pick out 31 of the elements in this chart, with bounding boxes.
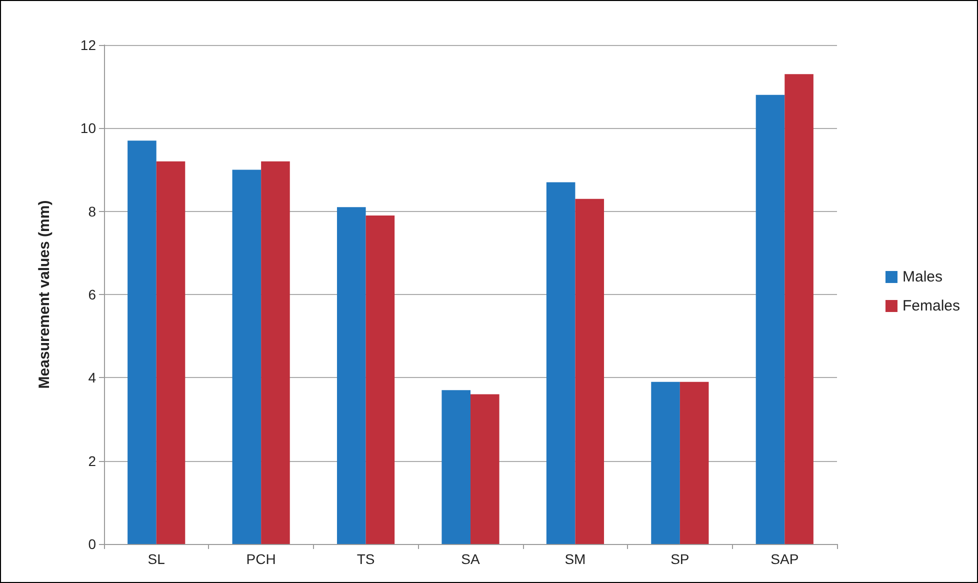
y-tick-label: 8	[88, 203, 96, 220]
x-tick-label: TS	[356, 551, 375, 567]
bar	[336, 207, 366, 544]
bar	[442, 390, 470, 544]
bar	[470, 394, 500, 544]
bar	[128, 140, 156, 544]
y-tick-label: 12	[80, 37, 96, 53]
y-tick-label: 0	[88, 536, 96, 552]
x-tick-label: SP	[670, 551, 690, 567]
y-tick-label: 10	[80, 120, 96, 136]
bar	[546, 182, 576, 544]
bar	[756, 94, 785, 544]
y-axis-title: Measurement values (mm)	[36, 200, 53, 389]
bar	[232, 170, 262, 544]
bar	[651, 382, 680, 544]
x-tick-label: SL	[148, 551, 166, 567]
y-tick-label: 4	[88, 370, 96, 386]
bar	[575, 198, 604, 544]
x-tick-label: SA	[461, 551, 480, 567]
bar	[261, 161, 290, 544]
x-tick-label: SAP	[770, 551, 799, 567]
legend-label: Females	[902, 298, 960, 314]
x-tick-label: SM	[564, 551, 586, 567]
bar	[680, 382, 709, 544]
bar	[156, 161, 186, 544]
x-tick-label: PCH	[246, 551, 276, 567]
y-tick-label: 2	[88, 452, 96, 469]
bar	[366, 215, 395, 544]
y-tick-label: 6	[88, 286, 96, 302]
legend-label: Males	[902, 268, 942, 286]
bar	[784, 74, 814, 544]
